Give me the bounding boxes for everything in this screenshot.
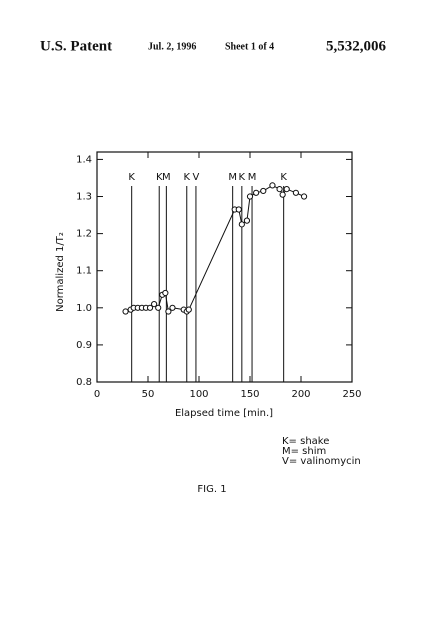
event-label: M bbox=[162, 172, 171, 183]
header-number: 5,532,006 bbox=[326, 38, 387, 54]
figure-label: FIG. 1 bbox=[197, 484, 226, 495]
header-sheet: Sheet 1 of 4 bbox=[225, 41, 274, 52]
data-point bbox=[151, 300, 158, 308]
x-tick-label: 250 bbox=[342, 389, 361, 400]
y-tick-label: 1.4 bbox=[76, 154, 92, 165]
data-point bbox=[260, 187, 267, 195]
x-tick-label: 200 bbox=[291, 389, 310, 400]
y-axis-label: Normalized 1/T₂ bbox=[55, 232, 66, 312]
event-label: K bbox=[239, 172, 246, 183]
data-point bbox=[253, 189, 260, 196]
x-tick-label: 50 bbox=[142, 389, 155, 400]
y-tick-label: 1.0 bbox=[76, 303, 92, 314]
event-label: K bbox=[183, 172, 190, 183]
x-axis-label: Elapsed time [min.] bbox=[175, 408, 273, 419]
header-date: Jul. 2, 1996 bbox=[148, 41, 196, 52]
key-entry: V= valinomycin bbox=[282, 456, 361, 467]
data-point bbox=[235, 206, 242, 213]
data-point bbox=[279, 191, 286, 198]
event-label: M bbox=[248, 172, 257, 183]
data-point bbox=[122, 308, 129, 315]
data-point bbox=[146, 304, 154, 311]
event-label: K bbox=[156, 172, 163, 183]
y-tick-label: 1.3 bbox=[76, 192, 92, 203]
data-point bbox=[300, 193, 308, 200]
key-entry: M= shim bbox=[282, 446, 326, 457]
data-point bbox=[243, 217, 251, 224]
data-point bbox=[165, 308, 172, 315]
data-point bbox=[269, 182, 276, 189]
data-point bbox=[162, 289, 169, 297]
event-label: V bbox=[193, 172, 200, 183]
event-label: K bbox=[128, 172, 135, 183]
y-tick-label: 1.1 bbox=[76, 266, 92, 277]
y-tick-label: 0.9 bbox=[76, 340, 92, 351]
event-label: K bbox=[280, 172, 287, 183]
x-tick-label: 0 bbox=[94, 389, 100, 400]
data-point bbox=[169, 304, 176, 311]
y-tick-label: 0.8 bbox=[76, 377, 92, 388]
x-tick-label: 100 bbox=[189, 389, 208, 400]
data-point bbox=[283, 185, 290, 193]
data-point bbox=[155, 304, 162, 311]
key-entry: K= shake bbox=[282, 436, 329, 447]
event-label: M bbox=[228, 172, 237, 183]
y-tick-label: 1.2 bbox=[76, 229, 92, 240]
data-point bbox=[238, 221, 245, 228]
plot-frame bbox=[96, 151, 353, 383]
data-point bbox=[185, 306, 192, 313]
data-point bbox=[292, 189, 299, 196]
data-point bbox=[276, 185, 283, 193]
data-point bbox=[246, 193, 254, 200]
x-tick-label: 150 bbox=[240, 389, 259, 400]
header-title: U.S. Patent bbox=[40, 38, 112, 54]
